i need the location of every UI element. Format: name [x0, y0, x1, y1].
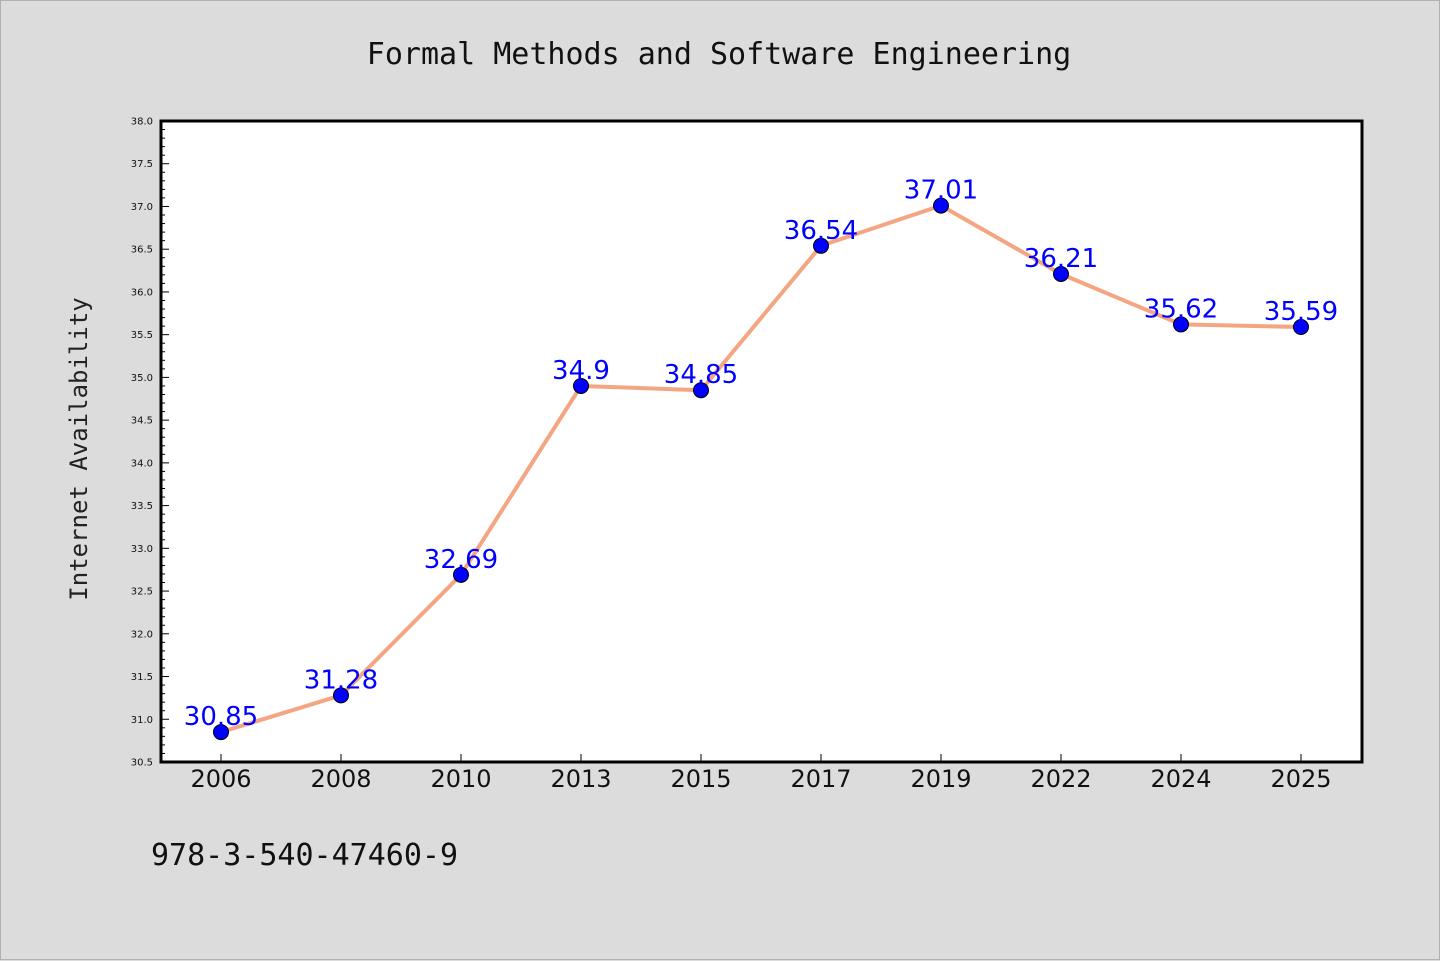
y-tick-label: 36.5	[131, 245, 153, 256]
x-tick-label: 2025	[1270, 765, 1331, 793]
y-tick-label: 34.5	[131, 416, 153, 427]
data-point	[813, 237, 829, 254]
plot-area	[161, 121, 1362, 762]
y-tick-label: 32.0	[131, 629, 153, 640]
axis-ticks: 30.5 31.0 31.5 32.0 32.5 33.0 33.5 34.0 34.5 35.0…	[131, 117, 1332, 794]
data-value-label: 32.69	[424, 545, 498, 575]
data-point	[1173, 316, 1189, 333]
isbn-annotation: 978-3-540-47460-9	[151, 838, 458, 873]
y-tick-label: 36.0	[131, 287, 153, 298]
y-tick-label: 33.0	[131, 544, 153, 555]
x-tick-label: 2022	[1030, 765, 1091, 793]
data-point	[933, 197, 949, 214]
data-value-label: 35.62	[1144, 294, 1218, 324]
data-labels: 30.85 31.28 32.69 34.9 34.85 36.54 37.01 36.21 3…	[184, 176, 1338, 732]
plot-border	[159, 119, 1364, 764]
data-value-label: 34.85	[664, 360, 738, 390]
data-value-label: 36.54	[784, 216, 858, 246]
y-tick-label: 37.0	[131, 202, 153, 213]
y-tick-label: 33.5	[131, 501, 153, 512]
chart-title: Formal Methods and Software Engineering	[367, 37, 1071, 72]
x-tick-label: 2006	[190, 765, 251, 793]
y-tick-label: 37.5	[131, 159, 153, 170]
y-tick-label: 34.0	[131, 458, 153, 469]
data-point	[213, 724, 229, 741]
x-tick-label: 2024	[1150, 765, 1211, 793]
x-tick-label: 2015	[670, 765, 731, 793]
y-tick-label: 31.5	[131, 672, 153, 683]
x-tick-label: 2017	[790, 765, 851, 793]
y-tick-label: 32.5	[131, 587, 153, 598]
data-point	[1293, 318, 1309, 335]
y-tick-label: 30.5	[131, 758, 153, 769]
x-tick-label: 2019	[910, 765, 971, 793]
data-point	[693, 382, 709, 399]
y-tick-label: 35.0	[131, 373, 153, 384]
data-value-label: 31.28	[304, 665, 378, 695]
data-point	[1053, 265, 1069, 282]
data-point	[453, 566, 469, 583]
series-layer	[213, 197, 1309, 741]
y-axis-label: Internet Availability	[65, 297, 93, 600]
y-tick-label: 38.0	[131, 117, 153, 128]
data-value-label: 36.21	[1024, 244, 1098, 274]
data-point	[333, 687, 349, 704]
data-value-label: 35.59	[1264, 297, 1338, 327]
data-value-label: 37.01	[904, 176, 978, 206]
data-point	[573, 377, 589, 394]
x-tick-label: 2010	[430, 765, 491, 793]
x-tick-label: 2013	[550, 765, 611, 793]
x-tick-label: 2008	[310, 765, 371, 793]
data-value-label: 34.9	[552, 356, 610, 386]
y-tick-label: 31.0	[131, 715, 153, 726]
y-tick-label: 35.5	[131, 330, 153, 341]
data-value-label: 30.85	[184, 702, 258, 732]
series-line	[219, 203, 1303, 735]
